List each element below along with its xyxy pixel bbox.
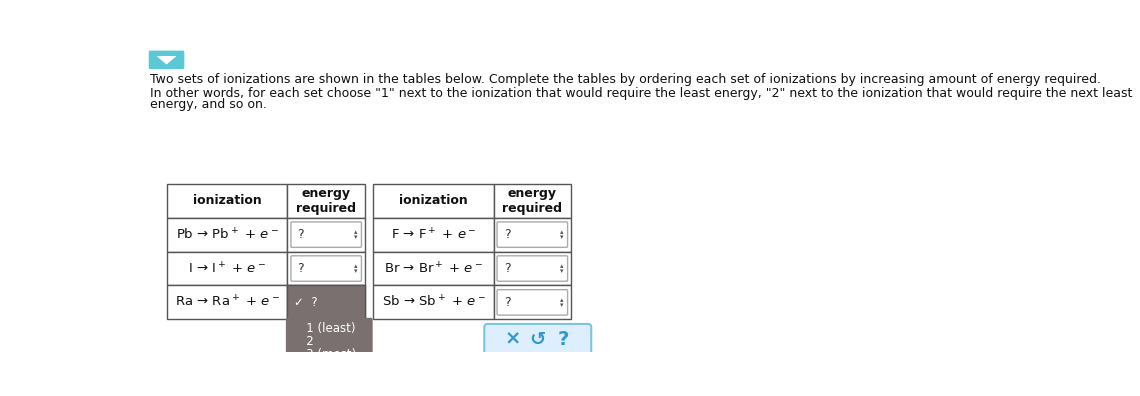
Text: ?: ? [557, 330, 569, 349]
Text: energy
required: energy required [296, 187, 356, 215]
Bar [374, 286, 494, 319]
Text: energy
required: energy required [503, 187, 562, 215]
Bar [287, 184, 365, 218]
FancyBboxPatch shape [484, 324, 592, 355]
Text: ▴
▾: ▴ ▾ [560, 229, 563, 240]
Text: ↺: ↺ [530, 330, 546, 349]
FancyBboxPatch shape [286, 318, 373, 365]
Text: ▴
▾: ▴ ▾ [353, 263, 357, 274]
FancyBboxPatch shape [148, 51, 185, 69]
Text: Br → Br$^+$ + $e^-$: Br → Br$^+$ + $e^-$ [384, 261, 483, 276]
Bar [494, 251, 571, 286]
Text: 3 (most): 3 (most) [295, 348, 357, 361]
Bar [494, 218, 571, 251]
Text: ionization: ionization [193, 194, 262, 207]
Text: 2: 2 [295, 335, 314, 348]
Text: ✓  ?: ✓ ? [294, 296, 317, 309]
FancyBboxPatch shape [291, 256, 361, 281]
Text: ▴
▾: ▴ ▾ [560, 263, 563, 274]
Text: ionization: ionization [399, 194, 467, 207]
Bar [374, 218, 494, 251]
Text: Pb → Pb$^+$ + $e^-$: Pb → Pb$^+$ + $e^-$ [176, 227, 279, 242]
Text: In other words, for each set choose "1" next to the ionization that would requir: In other words, for each set choose "1" … [150, 87, 1133, 100]
Bar [168, 218, 287, 251]
Text: ?: ? [298, 228, 304, 241]
Bar [374, 251, 494, 286]
Text: F → F$^+$ + $e^-$: F → F$^+$ + $e^-$ [391, 227, 477, 242]
Bar [168, 184, 287, 218]
Text: Sb → Sb$^+$ + $e^-$: Sb → Sb$^+$ + $e^-$ [382, 295, 486, 310]
Bar [168, 251, 287, 286]
Bar [287, 251, 365, 286]
Text: Two sets of ionizations are shown in the tables below. Complete the tables by or: Two sets of ionizations are shown in the… [150, 73, 1101, 86]
Text: ▴
▾: ▴ ▾ [353, 229, 357, 240]
FancyBboxPatch shape [291, 222, 361, 248]
Text: ?: ? [504, 228, 511, 241]
Bar [168, 286, 287, 319]
Text: I → I$^+$ + $e^-$: I → I$^+$ + $e^-$ [188, 261, 267, 276]
Bar [374, 184, 494, 218]
Text: energy, and so on.: energy, and so on. [150, 97, 267, 110]
Bar [287, 218, 365, 251]
Text: ?: ? [298, 262, 304, 275]
Text: ×: × [504, 330, 521, 349]
Text: ▴
▾: ▴ ▾ [560, 297, 563, 308]
Text: 1 (least): 1 (least) [295, 322, 356, 335]
Bar [494, 184, 571, 218]
FancyBboxPatch shape [497, 290, 568, 315]
Bar [287, 286, 365, 319]
Text: ?: ? [504, 262, 511, 275]
FancyBboxPatch shape [497, 256, 568, 281]
FancyBboxPatch shape [497, 222, 568, 248]
Bar [494, 286, 571, 319]
Polygon shape [156, 56, 177, 65]
Bar [287, 286, 365, 319]
Text: ?: ? [504, 296, 511, 309]
Text: Ra → Ra$^+$ + $e^-$: Ra → Ra$^+$ + $e^-$ [174, 295, 279, 310]
